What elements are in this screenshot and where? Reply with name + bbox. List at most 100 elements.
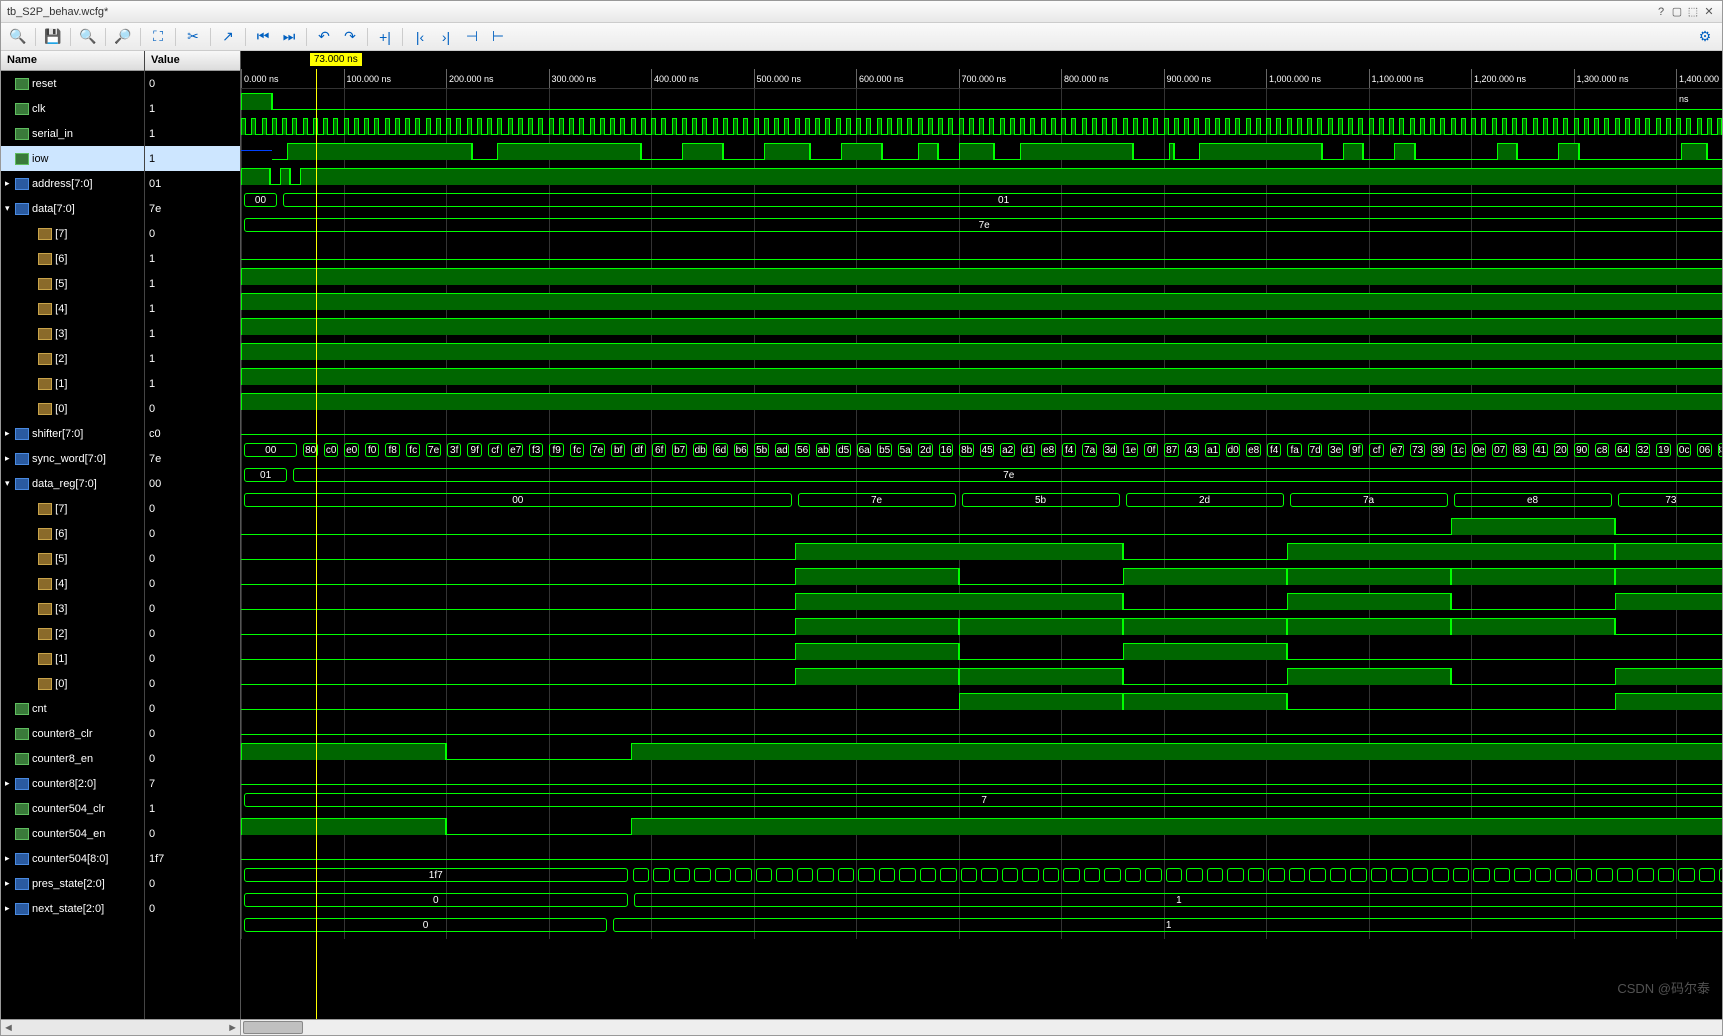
signal-row[interactable]: [0] [1,396,144,421]
wave-row [241,139,1722,164]
signal-row[interactable]: [6] [1,521,144,546]
search-icon[interactable]: 🔍 [7,26,29,48]
signal-row[interactable]: [3] [1,596,144,621]
wave-row [241,389,1722,414]
wave-row [241,239,1722,264]
prev-edge-icon[interactable]: ↶ [313,26,335,48]
signal-row[interactable]: [2] [1,621,144,646]
signal-row[interactable]: clk [1,96,144,121]
signal-row[interactable]: [4] [1,296,144,321]
signal-value: 0 [145,696,240,721]
close-icon[interactable]: ✕ [1702,5,1716,19]
zoom-in-icon[interactable]: 🔍 [77,26,99,48]
signal-value: 0 [145,721,240,746]
scroll-right-icon[interactable]: ► [227,1022,238,1034]
signal-value: 0 [145,396,240,421]
signal-row[interactable]: counter504_en [1,821,144,846]
next-marker-icon[interactable]: ›| [435,26,457,48]
signal-value: 0 [145,621,240,646]
signal-row[interactable]: [1] [1,371,144,396]
prev-marker-icon[interactable]: |‹ [409,26,431,48]
wave-row [241,839,1722,864]
signal-value: 0 [145,821,240,846]
signal-row[interactable]: ▸shifter[7:0] [1,421,144,446]
h-scrollbar[interactable]: ◄ ► [1,1019,1722,1035]
cursor-label[interactable]: 73.000 ns [310,53,362,66]
signal-row[interactable]: ▾data_reg[7:0] [1,471,144,496]
signal-value: 0 [145,896,240,921]
wave-area[interactable]: 73.000 ns 0.000 ns100.000 ns200.000 ns30… [241,51,1722,1019]
signal-row[interactable]: counter504_clr [1,796,144,821]
signal-row[interactable]: iow [1,146,144,171]
signal-row[interactable]: ▸counter504[8:0] [1,846,144,871]
signal-row[interactable]: [1] [1,646,144,671]
wave-row [241,814,1722,839]
signal-row[interactable]: [0] [1,671,144,696]
help-icon[interactable]: ? [1654,5,1668,19]
signal-row[interactable]: ▸sync_word[7:0] [1,446,144,471]
signal-value: 1 [145,146,240,171]
signal-value: 01 [145,171,240,196]
cut-icon[interactable]: ✂ [182,26,204,48]
signal-name-list[interactable]: resetclkserial_iniow▸address[7:0]▾data[7… [1,71,144,1019]
signal-row[interactable]: [7] [1,221,144,246]
signal-row[interactable]: ▸address[7:0] [1,171,144,196]
signal-row[interactable]: counter8_en [1,746,144,771]
last-icon[interactable]: ⏭ [278,26,300,48]
signal-row[interactable]: ▸counter8[2:0] [1,771,144,796]
signal-row[interactable]: reset [1,71,144,96]
cursor-line[interactable] [316,69,317,1019]
signal-row[interactable]: [4] [1,571,144,596]
wave-row [241,689,1722,714]
signal-row[interactable]: [5] [1,546,144,571]
wave-row: 0080c0e0f0f8fc7e3f9fcfe7f3f9fc7ebfdf6fb7… [241,439,1722,464]
scroll-thumb[interactable] [243,1021,303,1034]
wave-row [241,114,1722,139]
go-icon[interactable]: ↗ [217,26,239,48]
zoom-fit-icon[interactable]: ⛶ [147,26,169,48]
wave-row: 1f7 [241,864,1722,889]
signal-row[interactable]: cnt [1,696,144,721]
signal-value: 7e [145,446,240,471]
value-header: Value [145,51,240,71]
wave-row: 7 [241,789,1722,814]
save-icon[interactable]: 💾 [42,26,64,48]
signal-row[interactable]: serial_in [1,121,144,146]
window-title: tb_S2P_behav.wcfg* [7,6,108,18]
wave-row [241,739,1722,764]
signal-row[interactable]: [2] [1,346,144,371]
left-align-icon[interactable]: ⊣ [461,26,483,48]
signal-row[interactable]: [3] [1,321,144,346]
signal-value: 1 [145,246,240,271]
scroll-left-icon[interactable]: ◄ [3,1022,14,1034]
wave-row [241,614,1722,639]
signal-value-list: 0111017e01111110c07e00000000000007101f70… [145,71,240,1019]
zoom-out-icon[interactable]: 🔎 [112,26,134,48]
signal-value: 0 [145,596,240,621]
gear-icon[interactable]: ⚙ [1694,26,1716,48]
time-ruler[interactable]: 0.000 ns100.000 ns200.000 ns300.000 ns40… [241,69,1722,89]
next-edge-icon[interactable]: ↷ [339,26,361,48]
signal-row[interactable]: [7] [1,496,144,521]
wave-row [241,714,1722,739]
right-align-icon[interactable]: ⊢ [487,26,509,48]
signal-row[interactable]: [5] [1,271,144,296]
signal-row[interactable]: ▸next_state[2:0] [1,896,144,921]
signal-value: 0 [145,71,240,96]
minimize-icon[interactable]: ▢ [1670,5,1684,19]
add-marker-icon[interactable]: +| [374,26,396,48]
wave-row [241,314,1722,339]
signal-value: 1 [145,96,240,121]
signal-row[interactable]: counter8_clr [1,721,144,746]
maximize-icon[interactable]: ⬚ [1686,5,1700,19]
signal-row[interactable]: [6] [1,246,144,271]
signal-value: 7e [145,196,240,221]
first-icon[interactable]: ⏮ [252,26,274,48]
signal-row[interactable]: ▾data[7:0] [1,196,144,221]
wave-row [241,89,1722,114]
waveform-canvas[interactable]: 00017e0080c0e0f0f8fc7e3f9fcfe7f3f9fc7ebf… [241,89,1722,939]
signal-row[interactable]: ▸pres_state[2:0] [1,871,144,896]
signal-value: 0 [145,521,240,546]
signal-value: 00 [145,471,240,496]
signal-value: 1 [145,121,240,146]
